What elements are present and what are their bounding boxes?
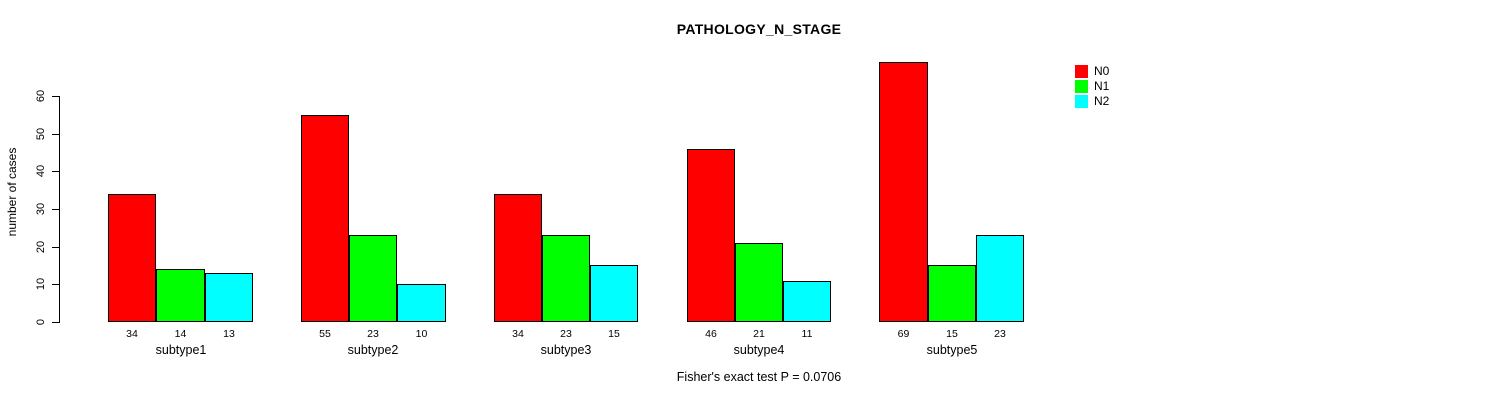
legend: N0 N1 N2: [1075, 65, 1109, 108]
y-axis-tick: [52, 134, 59, 135]
bar-value-label: 14: [174, 328, 187, 340]
legend-label: N0: [1094, 64, 1110, 78]
y-axis-tick-label: 50: [35, 127, 47, 141]
bar-value-label: 21: [753, 328, 765, 340]
bar-n1-subtype4: [735, 243, 783, 322]
y-axis-tick: [52, 209, 59, 210]
y-axis-tick-label: 10: [35, 277, 47, 291]
x-category-label: subtype3: [540, 343, 592, 357]
bar-value-label: 11: [801, 328, 813, 340]
bar-n2-subtype3: [590, 265, 638, 322]
legend-label: N2: [1094, 94, 1110, 108]
x-category-label: subtype4: [733, 343, 785, 357]
y-axis-tick: [52, 247, 59, 248]
bar-n2-subtype2: [397, 284, 446, 322]
bar-n2-subtype5: [976, 235, 1024, 322]
bar-value-label: 55: [319, 328, 331, 340]
bar-n0-subtype4: [687, 149, 735, 322]
bar-value-label: 23: [367, 328, 379, 340]
y-axis-tick: [52, 171, 59, 172]
chart-title: PATHOLOGY_N_STAGE: [676, 21, 842, 37]
bar-n1-subtype1: [156, 269, 205, 322]
caption: Fisher's exact test P = 0.0706: [676, 370, 842, 384]
bar-n0-subtype2: [301, 115, 349, 322]
y-axis-tick-label: 0: [35, 318, 47, 326]
bar-value-label: 15: [608, 328, 620, 340]
y-axis-label: number of cases: [5, 147, 19, 237]
bar-value-label: 15: [946, 328, 958, 340]
bar-value-label: 34: [512, 328, 524, 340]
y-axis-tick-label: 40: [35, 164, 47, 178]
y-axis-line: [59, 96, 60, 323]
bar-n2-subtype1: [205, 273, 253, 322]
bar-value-label: 10: [415, 328, 428, 340]
bar-value-label: 34: [126, 328, 138, 340]
legend-swatch-icon: [1075, 65, 1088, 78]
legend-swatch-icon: [1075, 80, 1088, 93]
bar-value-label: 23: [560, 328, 572, 340]
bar-value-label: 46: [705, 328, 717, 340]
legend-label: N1: [1094, 79, 1110, 93]
bar-n1-subtype2: [349, 235, 397, 322]
x-category-label: subtype2: [347, 343, 399, 357]
bar-n1-subtype5: [928, 265, 976, 322]
y-axis-tick-label: 20: [35, 240, 47, 254]
bar-value-label: 13: [223, 328, 235, 340]
x-category-label: subtype1: [155, 343, 207, 357]
bar-n2-subtype4: [783, 281, 831, 322]
y-axis-tick-label: 30: [35, 202, 47, 216]
y-axis-tick-label: 60: [35, 89, 47, 103]
y-axis-tick: [52, 96, 59, 97]
bar-n0-subtype1: [108, 194, 156, 322]
x-category-label: subtype5: [926, 343, 978, 357]
legend-item-n1: N1: [1075, 80, 1109, 93]
y-axis-tick: [52, 284, 59, 285]
y-axis-tick: [52, 322, 59, 323]
legend-item-n2: N2: [1075, 95, 1109, 108]
bar-value-label: 23: [994, 328, 1006, 340]
legend-item-n0: N0: [1075, 65, 1109, 78]
bar-n0-subtype5: [879, 62, 928, 322]
bar-n1-subtype3: [542, 235, 590, 322]
legend-swatch-icon: [1075, 95, 1088, 108]
bar-n0-subtype3: [494, 194, 542, 322]
bar-value-label: 69: [897, 328, 910, 340]
